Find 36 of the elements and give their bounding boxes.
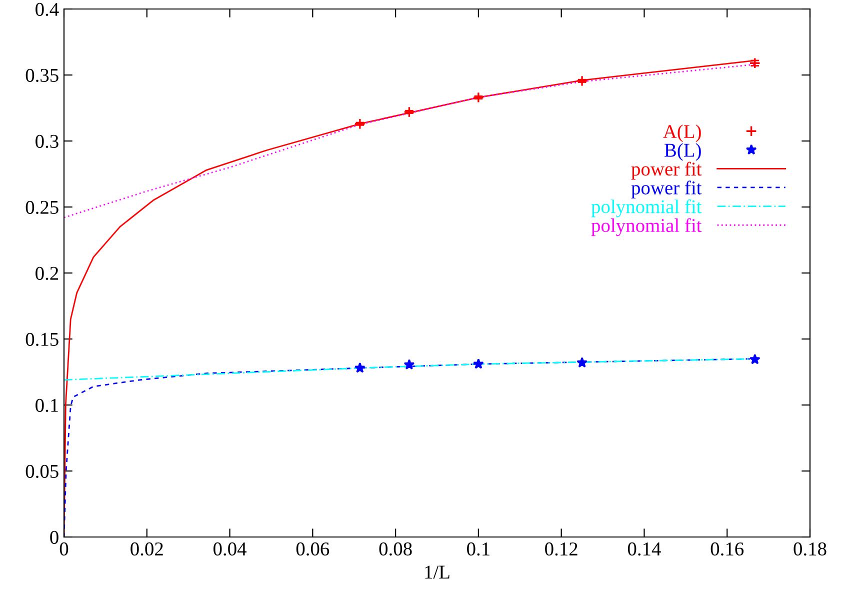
point bbox=[404, 359, 415, 370]
point bbox=[576, 357, 588, 368]
y-tick-label: 0.35 bbox=[26, 68, 58, 82]
x-axis-title: 1/L bbox=[425, 566, 450, 579]
legend-label: power fit bbox=[631, 180, 702, 198]
point bbox=[354, 362, 366, 373]
legend-label: power fit bbox=[631, 162, 702, 180]
y-tick-label: 0.15 bbox=[26, 332, 58, 346]
y-tick-label: 0.2 bbox=[36, 266, 58, 280]
x-tick-label: 0.08 bbox=[379, 542, 412, 556]
point bbox=[472, 92, 484, 104]
x-tick-label: 0.04 bbox=[214, 542, 246, 556]
point bbox=[576, 75, 588, 87]
legend-label: polynomial fit bbox=[591, 218, 702, 236]
point bbox=[354, 118, 366, 130]
y-tick-label: 0.4 bbox=[36, 2, 59, 16]
x-tick-label: 0 bbox=[60, 542, 68, 556]
point bbox=[749, 354, 760, 364]
point bbox=[404, 106, 415, 118]
legend-label: A(L) bbox=[663, 124, 701, 142]
x-tick-label: 0.12 bbox=[545, 542, 578, 556]
x-tick-label: 0.1 bbox=[467, 542, 490, 556]
x-tick-label: 0.18 bbox=[794, 542, 826, 556]
line-series bbox=[64, 64, 756, 218]
y-tick-label: 0.1 bbox=[36, 398, 58, 412]
legend-label: B(L) bbox=[664, 143, 701, 161]
point bbox=[472, 358, 484, 369]
x-tick-label: 0.02 bbox=[130, 542, 163, 556]
y-tick-label: 0.25 bbox=[26, 200, 58, 214]
x-tick-label: 0.16 bbox=[710, 542, 744, 556]
legend-label: polynomial fit bbox=[591, 199, 702, 218]
y-tick-label: 0 bbox=[50, 530, 58, 544]
x-tick-label: 0.14 bbox=[628, 542, 661, 556]
y-tick-label: 0.05 bbox=[26, 464, 58, 478]
x-tick-label: 0.06 bbox=[296, 542, 330, 556]
y-tick-label: 0.3 bbox=[36, 134, 58, 148]
